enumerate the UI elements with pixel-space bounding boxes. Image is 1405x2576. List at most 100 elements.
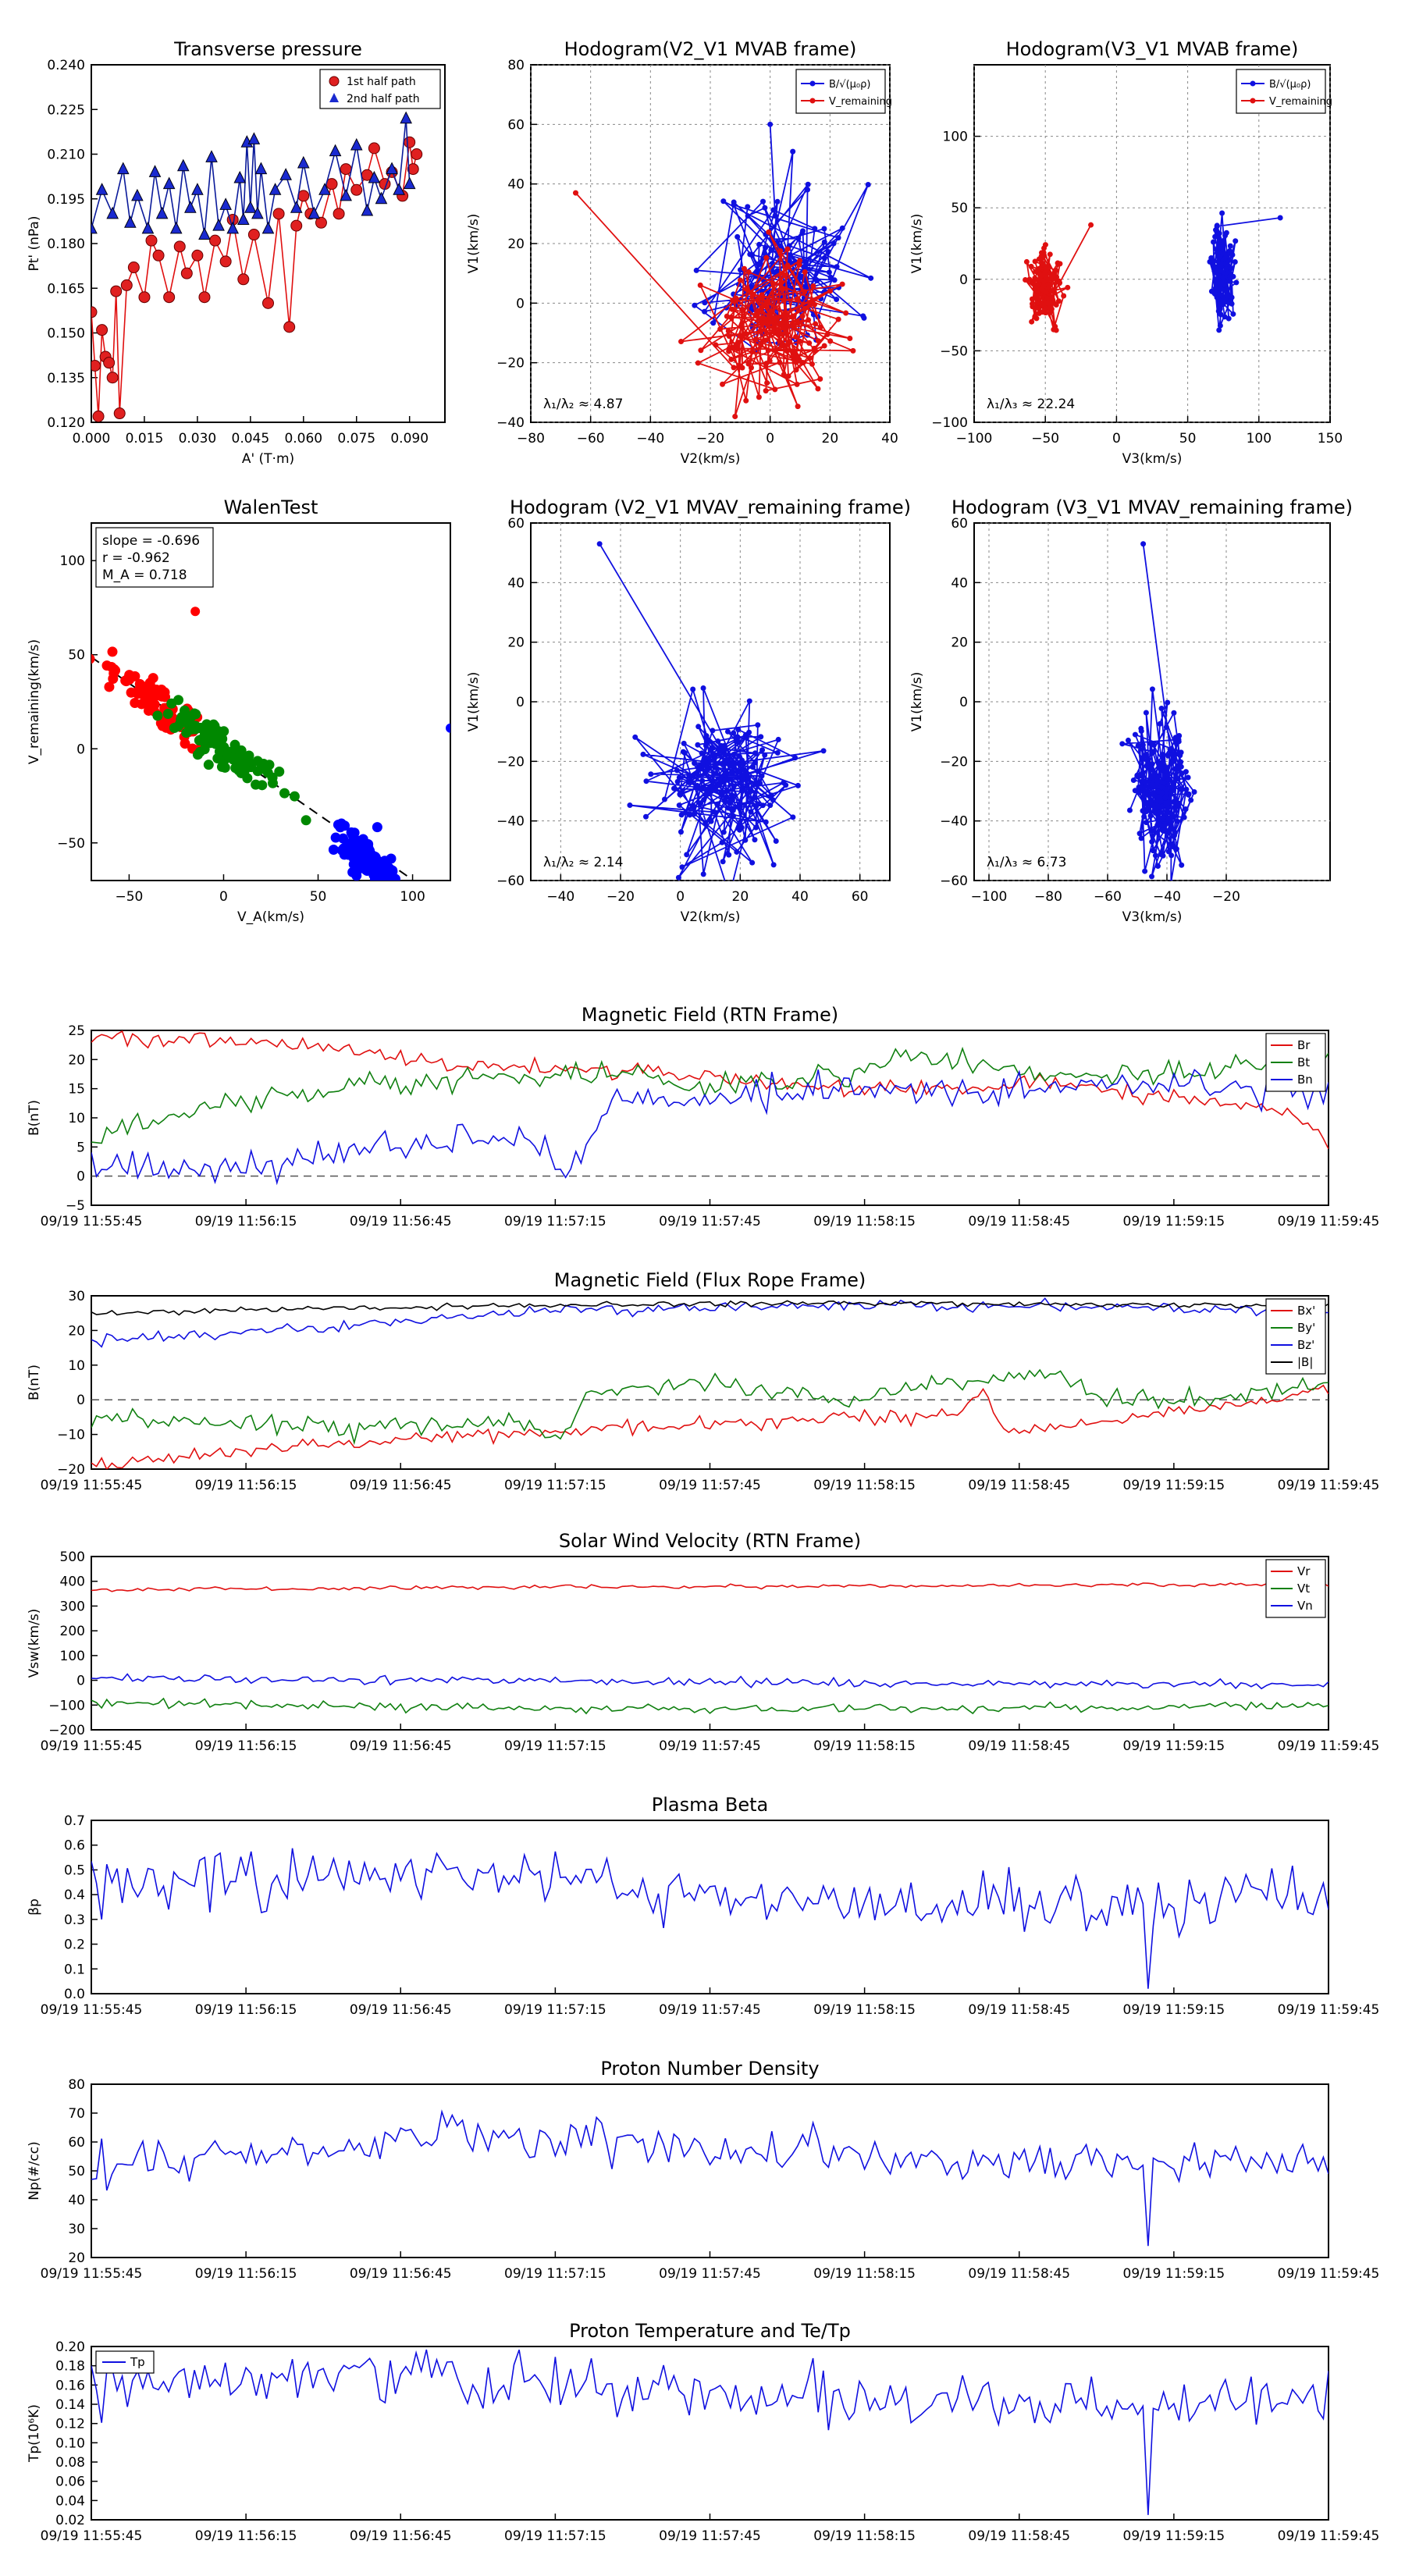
data-point bbox=[106, 661, 117, 672]
data-point bbox=[217, 734, 228, 745]
data-point bbox=[1039, 260, 1045, 266]
data-point bbox=[573, 190, 578, 196]
y-axis-label: B(nT) bbox=[27, 1100, 42, 1136]
data-point bbox=[739, 788, 745, 794]
data-point bbox=[749, 291, 756, 297]
data-point bbox=[1130, 777, 1136, 783]
stats-text: M_A = 0.718 bbox=[102, 568, 187, 583]
data-point bbox=[770, 797, 776, 803]
data-point bbox=[1029, 296, 1035, 302]
data-point bbox=[758, 343, 764, 349]
data-point bbox=[1176, 802, 1182, 809]
data-point bbox=[706, 755, 712, 761]
y-tick-label: 30 bbox=[68, 2222, 85, 2237]
data-point bbox=[722, 770, 728, 777]
data-point bbox=[1152, 852, 1158, 859]
data-point bbox=[1224, 286, 1230, 293]
data-point bbox=[770, 862, 777, 868]
data-point bbox=[711, 756, 717, 762]
data-point bbox=[1151, 790, 1157, 796]
data-point bbox=[1158, 706, 1165, 712]
chart-beta: Plasma Beta 0.0 0.1 0.2 0.3 0.4 0.5 0.6 0.7 09/19… bbox=[27, 1794, 1379, 2018]
data-point bbox=[180, 267, 193, 279]
x-tick-label: 0 bbox=[766, 431, 774, 447]
data-point bbox=[743, 330, 749, 336]
x-tick-label: −50 bbox=[115, 889, 143, 905]
data-point bbox=[695, 742, 701, 748]
y-tick-label: 400 bbox=[60, 1574, 85, 1590]
data-point bbox=[1191, 789, 1197, 795]
x-tick-label: 50 bbox=[1179, 431, 1197, 447]
data-point bbox=[702, 770, 709, 776]
data-point bbox=[752, 837, 758, 843]
chart-title: Proton Number Density bbox=[600, 2058, 819, 2080]
data-point bbox=[772, 386, 778, 393]
x-tick-label: 09/19 11:59:15 bbox=[1123, 1478, 1225, 1493]
y-tick-label: 0.6 bbox=[64, 1838, 85, 1854]
data-point bbox=[347, 866, 358, 877]
data-point bbox=[843, 310, 849, 316]
data-point bbox=[91, 653, 95, 664]
data-point bbox=[1170, 759, 1176, 765]
plot-area bbox=[91, 1030, 1329, 1186]
y-tick-label: 0.1 bbox=[64, 1962, 85, 1977]
data-point bbox=[790, 148, 796, 155]
data-point bbox=[106, 206, 119, 219]
data-point bbox=[756, 262, 762, 268]
data-point bbox=[1172, 799, 1179, 805]
data-point bbox=[717, 326, 724, 333]
series-line bbox=[91, 1673, 1329, 1690]
data-point bbox=[1165, 849, 1172, 855]
x-tick-label: 50 bbox=[310, 889, 327, 905]
data-point bbox=[120, 279, 133, 291]
data-point bbox=[95, 183, 108, 195]
data-point bbox=[1165, 799, 1172, 806]
data-point bbox=[315, 216, 327, 229]
y-tick-label: 0 bbox=[76, 1393, 85, 1408]
data-point bbox=[741, 771, 747, 777]
y-tick-label: 50 bbox=[951, 201, 968, 216]
x-tick-label: 09/19 11:56:15 bbox=[195, 2528, 297, 2544]
data-point bbox=[826, 269, 832, 276]
data-point bbox=[131, 188, 144, 201]
data-point bbox=[812, 347, 818, 354]
data-point bbox=[205, 150, 218, 162]
data-point bbox=[724, 313, 730, 319]
data-point bbox=[104, 681, 115, 692]
data-point bbox=[759, 747, 766, 753]
legend-label: Bn bbox=[1297, 1073, 1313, 1087]
x-tick-label: 09/19 11:59:15 bbox=[1123, 2266, 1225, 2282]
data-point bbox=[1221, 269, 1227, 276]
data-point bbox=[674, 778, 681, 785]
x-tick-label: 09/19 11:55:45 bbox=[41, 2002, 143, 2018]
data-point bbox=[812, 226, 818, 232]
x-tick-label: 09/19 11:56:15 bbox=[195, 2266, 297, 2282]
data-point bbox=[173, 695, 184, 706]
x-tick-label: 09/19 11:56:15 bbox=[195, 2002, 297, 2018]
chart-title: Plasma Beta bbox=[652, 1794, 768, 1816]
data-point bbox=[739, 365, 745, 371]
data-point bbox=[1165, 805, 1171, 811]
chart-title: Transverse pressure bbox=[173, 38, 362, 60]
x-tick-label: 09/19 11:56:15 bbox=[195, 1478, 297, 1493]
data-point bbox=[699, 777, 706, 784]
data-point bbox=[1152, 805, 1158, 811]
y-tick-label: 20 bbox=[68, 2250, 85, 2266]
data-point bbox=[692, 760, 698, 767]
data-point bbox=[198, 291, 211, 304]
data-point bbox=[1158, 851, 1164, 857]
data-point bbox=[806, 340, 813, 347]
x-tick-label: 09/19 11:56:45 bbox=[350, 1214, 452, 1229]
data-point bbox=[1157, 821, 1163, 827]
x-tick-label: −20 bbox=[1212, 889, 1240, 905]
data-point bbox=[762, 205, 768, 211]
data-point bbox=[749, 251, 756, 258]
x-tick-label: 100 bbox=[1247, 431, 1272, 447]
legend-label: B/√(μ₀ρ) bbox=[829, 79, 870, 91]
y-tick-label: −40 bbox=[496, 814, 525, 830]
data-point bbox=[695, 724, 702, 730]
data-point bbox=[865, 181, 871, 187]
data-point bbox=[678, 339, 685, 345]
x-tick-label: −60 bbox=[1094, 889, 1122, 905]
data-point bbox=[868, 275, 874, 281]
